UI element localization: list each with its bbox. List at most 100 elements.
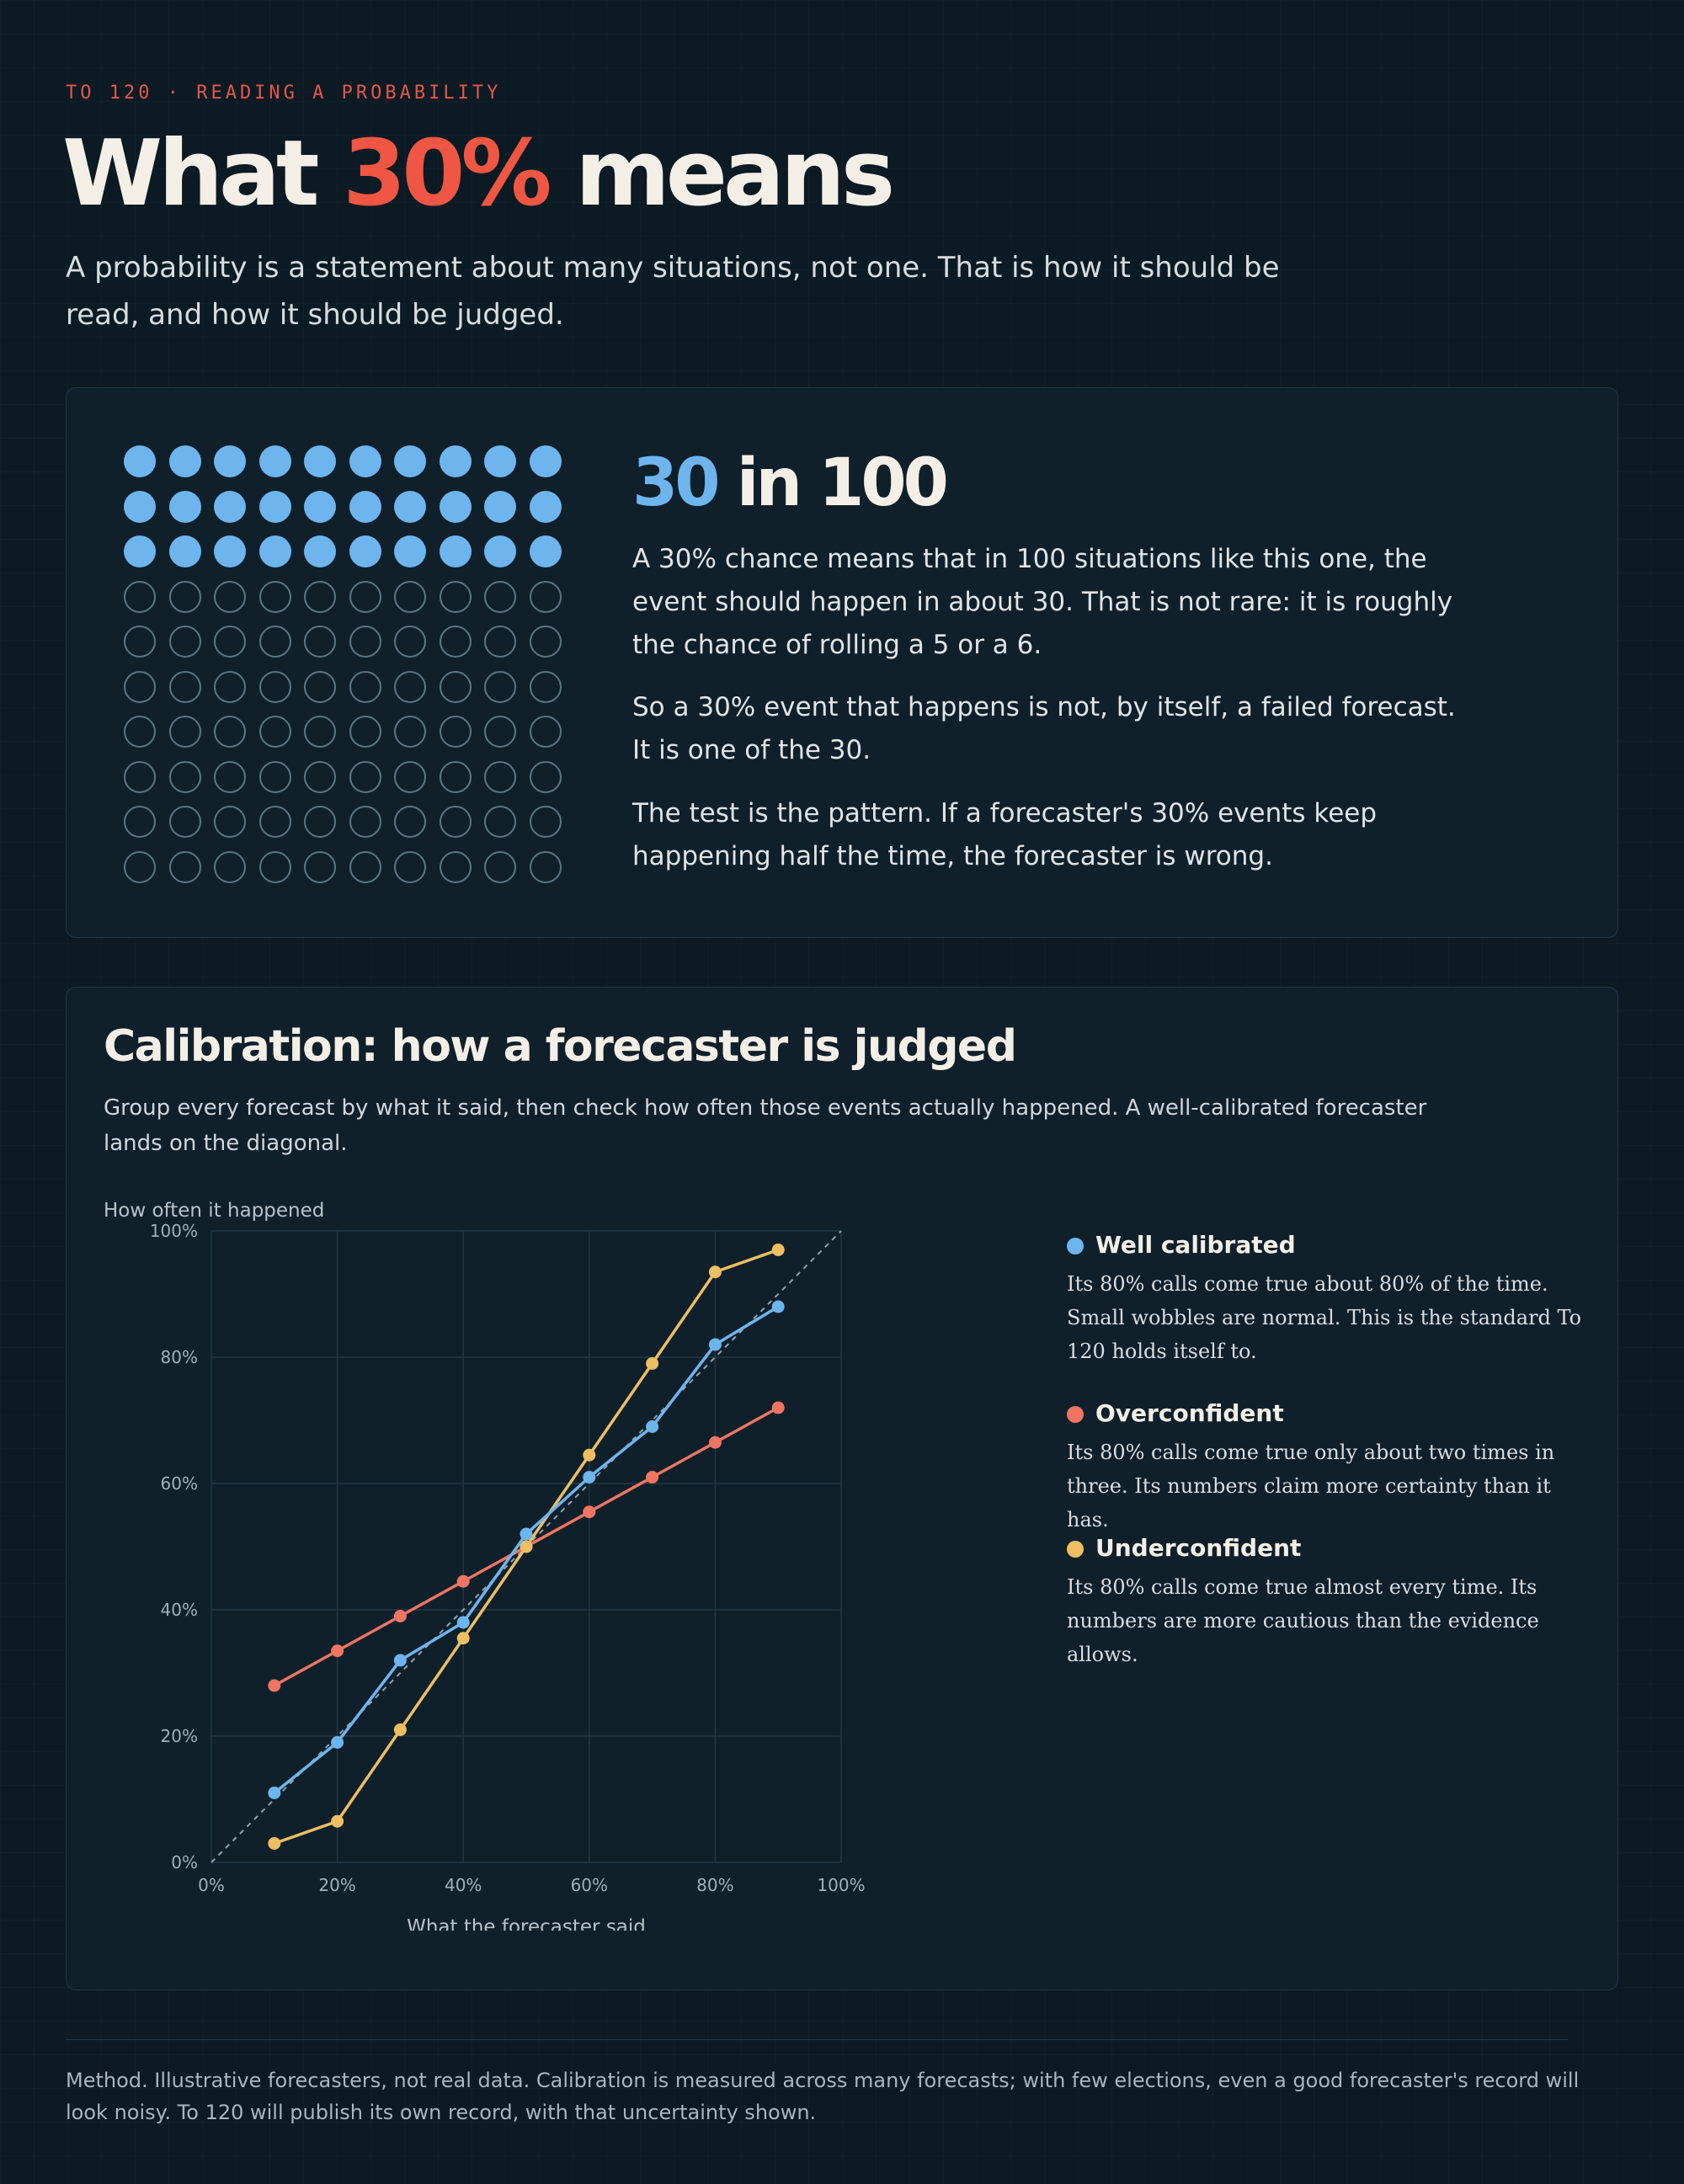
dot-empty <box>168 850 201 883</box>
x-axis-label: What the forecaster said <box>407 1916 646 1931</box>
y-tick-label: 80% <box>161 1347 198 1367</box>
calibration-card: Calibration: how a forecaster is judged … <box>66 987 1618 1990</box>
dot-empty <box>258 760 291 793</box>
legend-underconfident: Underconfident Its 80% calls come true a… <box>1067 1531 1597 1671</box>
title-accent: 30% <box>343 121 552 226</box>
data-point <box>393 1610 407 1622</box>
dot-empty <box>349 806 381 838</box>
dot-empty <box>349 670 381 703</box>
dot-empty <box>214 670 246 703</box>
dot-empty <box>529 850 562 883</box>
calibration-title: Calibration: how a forecaster is judged <box>104 1021 1017 1072</box>
heading-rest: in 100 <box>736 445 949 521</box>
dot-filled <box>439 535 472 567</box>
dot-empty <box>394 760 426 793</box>
dot-filled <box>168 445 201 477</box>
data-point <box>583 1505 596 1519</box>
x-tick-label: 60% <box>571 1875 608 1895</box>
dot-empty <box>394 670 426 703</box>
dot-filled <box>124 490 156 523</box>
data-point <box>268 1837 281 1850</box>
calibration-chart: 0%0%20%20%40%40%60%60%80%80%100%100%How … <box>104 1200 866 1931</box>
y-tick-label: 100% <box>150 1221 198 1241</box>
dot-filled <box>258 445 291 477</box>
dot-empty <box>214 716 246 748</box>
data-point <box>708 1338 722 1351</box>
dot-empty <box>439 806 472 838</box>
legend-title: Overconfident <box>1067 1397 1597 1430</box>
data-point <box>646 1471 659 1484</box>
dot-empty <box>394 716 426 748</box>
dot-empty <box>394 806 426 838</box>
dot-empty <box>529 760 562 793</box>
dot-empty <box>529 580 562 613</box>
dot-filled <box>394 535 426 567</box>
x-tick-label: 100% <box>817 1875 865 1895</box>
data-point <box>646 1357 659 1370</box>
dot-empty <box>484 760 516 793</box>
dot-empty <box>258 716 291 748</box>
legend-description: Its 80% calls come true about 80% of the… <box>1067 1272 1582 1363</box>
y-tick-label: 40% <box>161 1600 198 1620</box>
dot-empty <box>304 806 336 838</box>
dot-empty <box>529 716 562 748</box>
data-point <box>708 1265 722 1279</box>
dot-empty <box>349 716 381 748</box>
calibration-subtitle: Group every forecast by what it said, th… <box>104 1095 1427 1156</box>
data-point <box>583 1448 596 1462</box>
data-point <box>393 1654 407 1667</box>
dot-empty <box>484 580 516 613</box>
explainer-paragraph: A 30% chance means that in 100 situation… <box>632 544 1453 660</box>
data-point <box>771 1401 785 1414</box>
data-point <box>268 1787 281 1799</box>
legend-title: Well calibrated <box>1067 1228 1597 1262</box>
y-tick-label: 0% <box>171 1852 198 1872</box>
dot-empty <box>439 626 472 658</box>
dot-empty <box>124 670 156 703</box>
dot-empty <box>168 580 201 613</box>
dot-empty <box>484 850 516 883</box>
data-point <box>708 1436 722 1449</box>
kicker: TO 120 · READING A PROBABILITY <box>66 83 502 104</box>
dot-empty <box>484 626 516 658</box>
dot-empty <box>349 760 381 793</box>
legend-title: Underconfident <box>1067 1531 1597 1565</box>
data-point <box>331 1736 344 1749</box>
dot-empty <box>304 850 336 883</box>
dot-filled <box>349 445 381 477</box>
explainer-paragraph: So a 30% event that happens is not, by i… <box>632 692 1456 765</box>
data-point <box>331 1644 344 1658</box>
dot-empty <box>214 806 246 838</box>
data-point <box>520 1527 533 1541</box>
dot-empty <box>124 760 156 793</box>
dot-filled <box>484 490 516 523</box>
y-tick-label: 20% <box>161 1726 198 1746</box>
page-title: What 30% means <box>62 126 895 221</box>
method-note: Method. Illustrative forecasters, not re… <box>66 2069 1580 2124</box>
legend-label: Overconfident <box>1095 1399 1284 1427</box>
title-pre: What <box>62 121 320 226</box>
data-point <box>771 1300 785 1313</box>
dot-empty <box>349 626 381 658</box>
dot-filled <box>304 445 336 477</box>
data-point <box>268 1679 281 1692</box>
dot-empty <box>529 670 562 703</box>
data-point <box>456 1574 470 1588</box>
dot-empty <box>349 850 381 883</box>
dot-empty <box>394 850 426 883</box>
dot-filled <box>124 535 156 567</box>
legend-dot <box>1067 1238 1084 1254</box>
y-tick-label: 60% <box>161 1473 198 1494</box>
dot-empty <box>214 580 246 613</box>
legend-label: Well calibrated <box>1095 1231 1296 1259</box>
dot-empty <box>258 670 291 703</box>
dot-empty <box>304 716 336 748</box>
dot-filled <box>484 445 516 477</box>
dot-filled <box>214 490 246 523</box>
dot-filled <box>529 535 562 567</box>
dot-empty <box>304 626 336 658</box>
dot-empty <box>214 626 246 658</box>
legend-overconfident: Overconfident Its 80% calls come true on… <box>1067 1397 1597 1537</box>
dot-empty <box>124 806 156 838</box>
data-point <box>456 1616 470 1629</box>
